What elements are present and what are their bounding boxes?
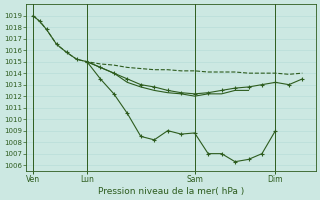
X-axis label: Pression niveau de la mer( hPa ): Pression niveau de la mer( hPa ) — [98, 187, 244, 196]
